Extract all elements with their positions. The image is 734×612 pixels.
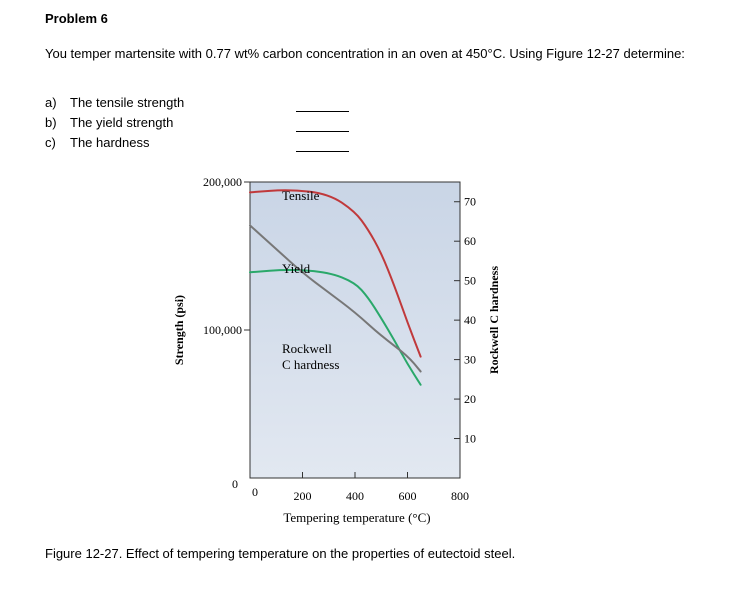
y2-tick-label: 30	[464, 353, 476, 367]
x-tick-label: 400	[346, 489, 364, 503]
answer-blank-a	[296, 111, 349, 112]
annotation-rockwell: Rockwell	[282, 341, 332, 356]
question-b: b) The yield strength	[45, 113, 184, 133]
question-text: The tensile strength	[70, 95, 185, 110]
y2-tick-label: 60	[464, 234, 476, 248]
y-tick-label: 0	[232, 477, 238, 491]
x-tick-label: 800	[451, 489, 469, 503]
figure-caption: Figure 12-27. Effect of tempering temper…	[45, 546, 516, 561]
series-line-tensile	[249, 189, 422, 358]
question-list: a) The tensile strength b) The yield stren…	[45, 93, 184, 153]
x-tick-label: 600	[399, 489, 417, 503]
series-line-rockwell-c-hardness	[249, 224, 422, 373]
plot-area	[249, 181, 461, 479]
y2-tick-label: 20	[464, 392, 476, 406]
x-tick-label: 200	[294, 489, 312, 503]
x-axis-title: Tempering temperature (°C)	[283, 510, 430, 525]
question-letter: a)	[45, 95, 57, 110]
answer-blank-b	[296, 131, 349, 132]
y2-axis-title: Rockwell C hardness	[487, 266, 501, 374]
question-c: c) The hardness	[45, 133, 184, 153]
y2-tick-label: 10	[464, 432, 476, 446]
problem-intro: You temper martensite with 0.77 wt% carb…	[45, 46, 685, 61]
annotation-yield: Yield	[282, 261, 311, 276]
question-a: a) The tensile strength	[45, 93, 184, 113]
y-tick-label: 200,000	[203, 175, 242, 189]
answer-blank-c	[296, 151, 349, 152]
annotation-tensile: Tensile	[282, 188, 320, 203]
y-axis-title: Strength (psi)	[172, 295, 186, 365]
y2-tick-label: 40	[464, 313, 476, 327]
question-text: The hardness	[70, 135, 150, 150]
question-text: The yield strength	[70, 115, 174, 130]
x-tick-label: 0	[252, 485, 258, 499]
question-letter: b)	[45, 115, 57, 130]
annotation-c-hardness: C hardness	[282, 357, 339, 372]
y2-tick-label: 50	[464, 274, 476, 288]
y-tick-label: 100,000	[203, 323, 242, 337]
problem-title: Problem 6	[45, 11, 108, 26]
y2-tick-label: 70	[464, 195, 476, 209]
question-letter: c)	[45, 135, 56, 150]
